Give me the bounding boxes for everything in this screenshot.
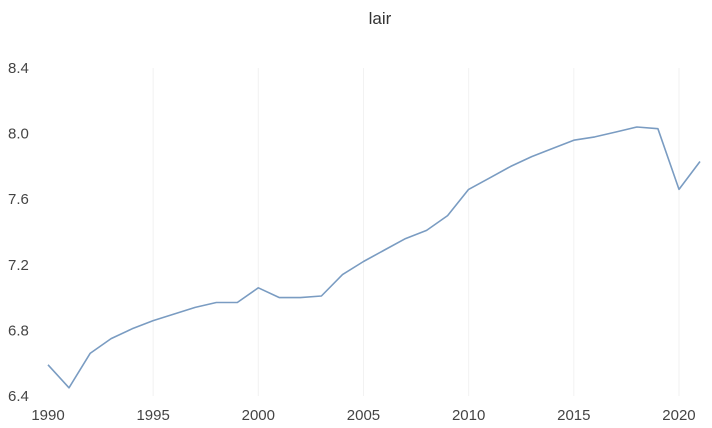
x-tick-label: 2005 xyxy=(347,407,380,424)
y-tick-label: 6.8 xyxy=(8,322,29,339)
y-tick-label: 7.2 xyxy=(8,257,29,274)
x-tick-label: 2020 xyxy=(662,407,695,424)
x-tick-label: 1995 xyxy=(136,407,169,424)
chart-title: lair xyxy=(369,9,392,28)
series-layer xyxy=(47,126,701,389)
x-tick-label: 1990 xyxy=(31,407,64,424)
y-tick-label: 6.4 xyxy=(8,388,29,405)
x-axis-tick-labels: 1990 1995 2000 2005 2010 2015 2020 xyxy=(31,407,695,424)
x-tick-label: 2015 xyxy=(557,407,590,424)
grid-lines xyxy=(152,68,680,396)
y-tick-label: 7.6 xyxy=(8,191,29,208)
y-axis-tick-labels: 6.4 6.8 7.2 7.6 8.0 8.4 xyxy=(8,60,29,405)
x-tick-label: 2010 xyxy=(452,407,485,424)
y-tick-label: 8.4 xyxy=(8,60,29,77)
y-tick-label: 8.0 xyxy=(8,126,29,143)
series-line-0 xyxy=(47,126,701,389)
x-tick-label: 2000 xyxy=(242,407,275,424)
